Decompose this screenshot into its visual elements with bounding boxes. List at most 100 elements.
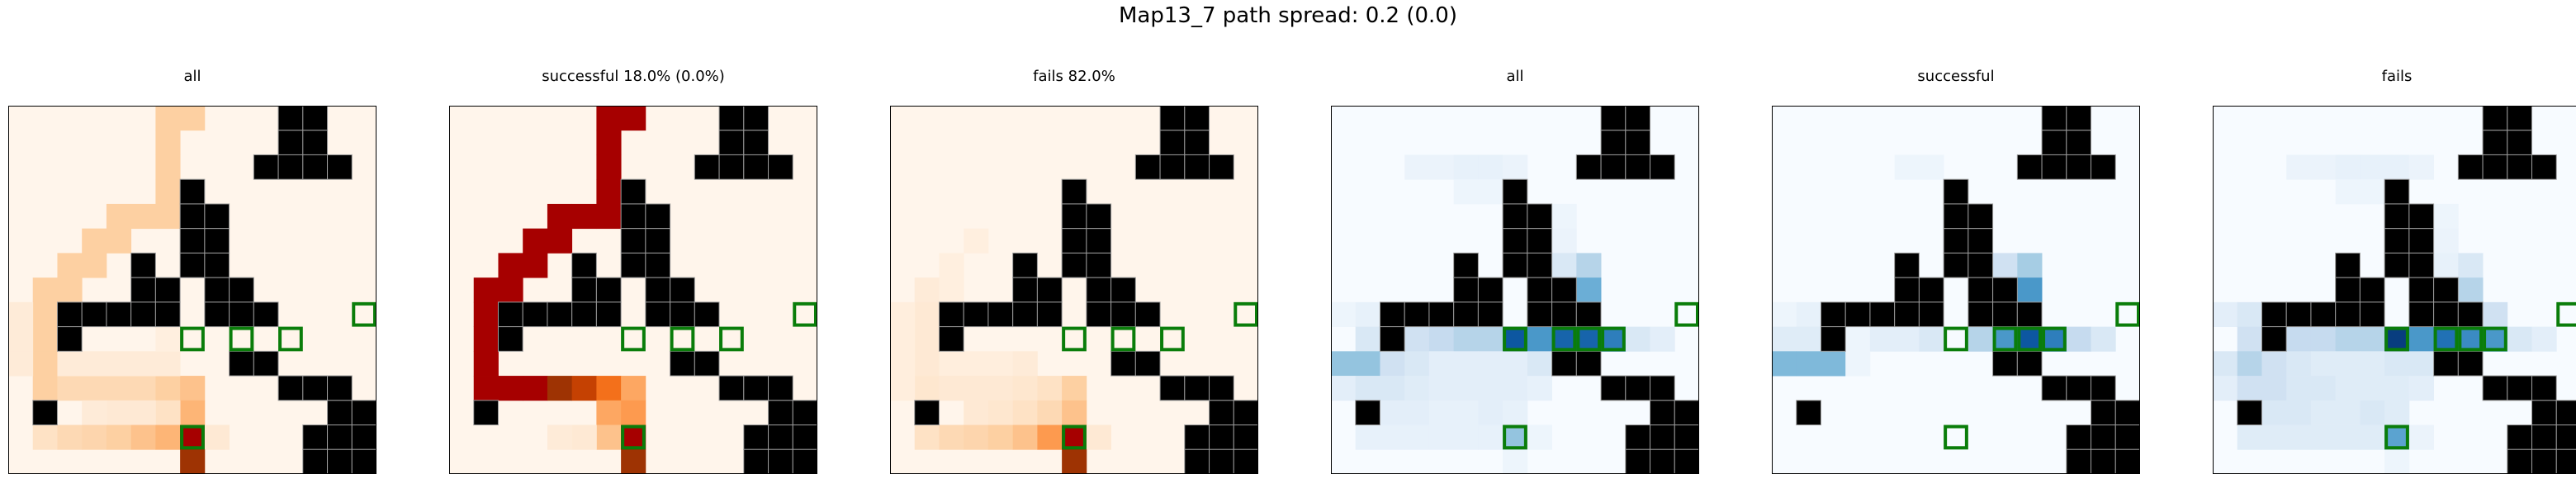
highlight-cell bbox=[1503, 326, 1527, 352]
heat-cell bbox=[180, 106, 206, 131]
heat-cell bbox=[498, 253, 523, 278]
heat-cell bbox=[1503, 400, 1528, 425]
heat-cell bbox=[1428, 326, 1455, 352]
obstacle-cell bbox=[1086, 228, 1112, 254]
heat-cell bbox=[57, 376, 83, 401]
obstacle-cell bbox=[351, 448, 376, 474]
heat-cell bbox=[1404, 351, 1430, 377]
obstacle-cell bbox=[2555, 448, 2576, 474]
heat-cell bbox=[2360, 351, 2385, 377]
obstacle-cell bbox=[1575, 154, 1602, 180]
obstacle-cell bbox=[1650, 448, 1675, 474]
obstacle-cell bbox=[2066, 448, 2092, 474]
highlight-cell bbox=[719, 326, 744, 352]
heat-cell bbox=[2237, 326, 2262, 352]
heat-cell bbox=[596, 424, 622, 450]
heat-cell bbox=[1869, 326, 1896, 352]
obstacle-cell bbox=[204, 277, 230, 303]
heat-cell bbox=[2310, 424, 2337, 450]
heat-cell bbox=[2360, 179, 2385, 205]
obstacle-cell bbox=[718, 375, 745, 401]
heat-cell bbox=[914, 424, 940, 450]
obstacle-cell bbox=[1453, 301, 1479, 328]
heat-cell bbox=[2483, 326, 2508, 352]
obstacle-cell bbox=[302, 448, 329, 474]
heat-cell bbox=[1453, 351, 1479, 377]
heat-cell bbox=[82, 376, 107, 401]
heat-cell bbox=[2066, 326, 2091, 352]
heat-cell bbox=[130, 376, 156, 401]
heat-cell bbox=[1796, 351, 1821, 377]
heat-cell bbox=[621, 376, 646, 401]
heat-cell bbox=[1478, 326, 1503, 352]
obstacle-cell bbox=[130, 301, 156, 328]
obstacle-cell bbox=[302, 424, 329, 450]
obstacle-cell bbox=[743, 375, 769, 401]
heat-cell bbox=[106, 228, 132, 254]
heat-cell bbox=[939, 376, 964, 401]
heat-cell bbox=[1380, 424, 1405, 450]
obstacle-cell bbox=[1379, 301, 1405, 328]
heat-cell bbox=[547, 424, 573, 450]
obstacle-cell bbox=[1061, 203, 1087, 230]
highlight-cell bbox=[1110, 326, 1136, 352]
heat-cell bbox=[1845, 351, 1871, 377]
obstacle-cell bbox=[645, 301, 671, 328]
heat-cell bbox=[473, 301, 499, 327]
obstacle-cell bbox=[2384, 203, 2410, 230]
obstacle-cell bbox=[1600, 130, 1627, 155]
obstacle-cell bbox=[1968, 228, 1994, 254]
obstacle-cell bbox=[1625, 375, 1651, 401]
heatmap-grid bbox=[449, 106, 817, 474]
heatmap-grid bbox=[2213, 106, 2576, 474]
obstacle-cell bbox=[1968, 301, 1994, 328]
highlight-cell bbox=[1992, 326, 2018, 352]
heat-cell bbox=[1331, 301, 1357, 327]
heat-cell bbox=[1576, 277, 1602, 303]
obstacle-cell bbox=[1551, 350, 1577, 377]
heat-cell bbox=[57, 351, 83, 377]
obstacle-cell bbox=[2041, 130, 2067, 155]
heat-cell bbox=[2408, 376, 2434, 401]
obstacle-cell bbox=[1968, 252, 1994, 278]
panel-title: fails 82.0% bbox=[1033, 68, 1115, 85]
heat-cell bbox=[1453, 424, 1479, 450]
heat-cell bbox=[547, 376, 573, 401]
heat-cell bbox=[155, 424, 181, 450]
obstacle-cell bbox=[2066, 154, 2092, 180]
highlight-cell bbox=[180, 326, 205, 352]
obstacle-cell bbox=[1894, 277, 1920, 303]
heat-cell bbox=[2433, 228, 2459, 254]
heat-cell bbox=[1428, 400, 1455, 425]
heat-cell bbox=[2335, 351, 2361, 377]
heat-cell bbox=[1503, 424, 1528, 450]
obstacle-cell bbox=[1184, 106, 1210, 131]
heat-cell bbox=[2384, 326, 2410, 352]
obstacle-cell bbox=[768, 400, 793, 426]
obstacle-cell bbox=[1918, 301, 1944, 328]
heat-cell bbox=[106, 424, 132, 450]
obstacle-cell bbox=[1527, 301, 1553, 328]
heat-cell bbox=[2261, 424, 2287, 450]
heat-cell bbox=[204, 424, 230, 450]
highlight-cell bbox=[2556, 301, 2576, 327]
obstacle-cell bbox=[2261, 301, 2287, 328]
heat-cell bbox=[2384, 154, 2410, 180]
obstacle-cell bbox=[1061, 228, 1087, 254]
obstacle-cell bbox=[1968, 203, 1994, 230]
obstacle-cell bbox=[2408, 203, 2435, 230]
heat-cell bbox=[473, 277, 499, 303]
obstacle-cell bbox=[743, 106, 769, 131]
heat-cell bbox=[621, 400, 646, 425]
heatmap-grid bbox=[890, 106, 1258, 474]
obstacle-cell bbox=[2066, 130, 2092, 155]
heat-cell bbox=[155, 203, 181, 230]
heat-cell bbox=[2384, 424, 2410, 450]
obstacle-cell bbox=[1159, 375, 1186, 401]
obstacle-cell bbox=[2384, 252, 2410, 278]
heat-cell bbox=[2360, 326, 2385, 352]
heat-cell bbox=[987, 351, 1014, 377]
obstacle-cell bbox=[2531, 375, 2557, 401]
obstacle-cell bbox=[1625, 130, 1651, 155]
heat-cell bbox=[1012, 400, 1038, 425]
